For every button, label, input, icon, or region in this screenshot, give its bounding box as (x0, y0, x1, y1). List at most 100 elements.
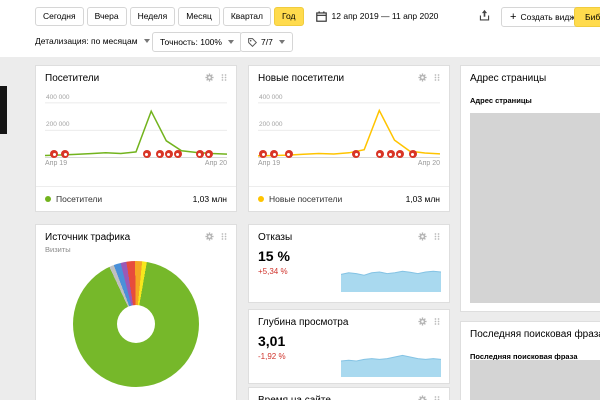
legend-row: Новые посетители 1,03 млн (249, 186, 449, 211)
x-axis-label-last: Апр 20 (417, 160, 440, 167)
metric-value: 3,01 (258, 333, 286, 349)
widget-new-visitors: Новые посетители 400 000 200 000 Апр 19 … (248, 65, 450, 212)
detail-dropdown-label: Детализация: по месяцам (35, 36, 138, 46)
gear-icon (205, 232, 214, 241)
legend-row: Посетители 1,03 млн (36, 186, 236, 211)
widget-header: Последняя поисковая фраза (461, 322, 600, 340)
comment-marker[interactable] (408, 150, 417, 158)
widget-settings-button[interactable] (205, 232, 214, 241)
widget-settings-button[interactable] (205, 73, 214, 82)
table-content-placeholder (470, 360, 600, 400)
widget-header: Адрес страницы (461, 66, 600, 84)
traffic-source-donut-chart[interactable] (73, 261, 199, 387)
tab-week[interactable]: Неделя (129, 7, 176, 26)
widget-settings-button[interactable] (418, 232, 427, 241)
drag-dots-icon (434, 318, 440, 325)
widget-subtitle: Визиты (45, 245, 71, 254)
tab-quarter[interactable]: Квартал (222, 7, 271, 26)
comment-marker[interactable] (386, 150, 395, 158)
comment-marker[interactable] (61, 150, 70, 158)
new-visitors-chart[interactable]: 400 000 200 000 (257, 94, 441, 158)
goals-dropdown[interactable]: 7/7 (240, 32, 293, 52)
widget-traffic-source: Источник трафика Визиты (35, 224, 237, 400)
left-edge-strip (0, 86, 7, 134)
x-axis-label-first: Апр 19 (45, 160, 68, 167)
x-axis: Апр 19 Апр 20 (258, 160, 440, 167)
comment-marker[interactable] (284, 150, 293, 158)
tab-month[interactable]: Месяц (178, 7, 220, 26)
widget-settings-button[interactable] (418, 73, 427, 82)
widget-drag-handle[interactable] (433, 317, 441, 326)
library-button[interactable]: Библ (574, 7, 600, 27)
tab-year[interactable]: Год (273, 7, 304, 26)
detail-dropdown[interactable]: Детализация: по месяцам (35, 36, 150, 46)
table-column-header: Последняя поисковая фраза (470, 352, 578, 361)
gear-icon (418, 232, 427, 241)
comment-marker[interactable] (164, 150, 173, 158)
widget-last-search-phrase: Последняя поисковая фраза Последняя поис… (460, 321, 600, 400)
comment-marker[interactable] (204, 150, 213, 158)
comment-marker[interactable] (50, 150, 59, 158)
widget-drag-handle[interactable] (220, 73, 228, 82)
widget-drag-handle[interactable] (220, 232, 228, 241)
gear-icon (418, 317, 427, 326)
comment-marker[interactable] (259, 150, 268, 158)
gear-icon (418, 73, 427, 82)
visitors-chart[interactable]: 400 000 200 000 (44, 94, 228, 158)
widget-time-on-site: Время на сайте (248, 387, 450, 400)
widget-page-depth: Глубина просмотра 3,01 -1,92 % (248, 309, 450, 384)
tab-yesterday[interactable]: Вчера (86, 7, 127, 26)
y-axis-tick: 400 000 (46, 94, 70, 101)
comment-marker[interactable] (352, 150, 361, 158)
comment-marker[interactable] (270, 150, 279, 158)
gear-icon (205, 73, 214, 82)
tab-today[interactable]: Сегодня (35, 7, 84, 26)
widget-header: Время на сайте (249, 388, 449, 400)
period-toolbar: Сегодня Вчера Неделя Месяц Квартал Год 1… (35, 7, 438, 26)
gear-icon (418, 395, 427, 400)
y-axis-tick: 200 000 (46, 121, 70, 128)
widget-title: Время на сайте (258, 395, 412, 400)
bounces-sparkline[interactable] (340, 244, 442, 292)
accuracy-dropdown-label: Точность: 100% (160, 37, 222, 47)
export-share-button[interactable] (478, 9, 491, 22)
metric-block: 15 % +5,34 % (258, 248, 290, 276)
widget-header: Источник трафика (36, 225, 236, 243)
widget-settings-button[interactable] (418, 395, 427, 400)
widget-header: Посетители (36, 66, 236, 84)
widget-drag-handle[interactable] (433, 395, 441, 400)
comment-marker[interactable] (195, 150, 204, 158)
widget-header: Глубина просмотра (249, 310, 449, 328)
y-axis-tick: 200 000 (259, 121, 283, 128)
widget-drag-handle[interactable] (433, 232, 441, 241)
tag-icon (248, 37, 257, 47)
drag-dots-icon (434, 233, 440, 240)
legend-dot (45, 196, 51, 202)
date-range-picker[interactable]: 12 апр 2019 — 11 апр 2020 (315, 11, 438, 22)
comment-marker[interactable] (155, 150, 164, 158)
chevron-down-icon (143, 39, 150, 43)
metric-block: 3,01 -1,92 % (258, 333, 286, 361)
drag-dots-icon (434, 74, 440, 81)
comment-marker[interactable] (173, 150, 182, 158)
comment-marker[interactable] (375, 150, 384, 158)
widget-title: Посетители (45, 73, 100, 84)
widget-title: Источник трафика (45, 232, 131, 243)
widget-title: Новые посетители (258, 73, 345, 84)
line-chart-canvas (44, 96, 228, 158)
widget-header: Отказы (249, 225, 449, 243)
create-widget-button[interactable]: + Создать виджет (501, 7, 593, 27)
metric-delta: +5,34 % (258, 267, 288, 276)
table-content-placeholder (470, 113, 600, 303)
drag-dots-icon (434, 396, 440, 400)
widget-drag-handle[interactable] (433, 73, 441, 82)
widget-settings-button[interactable] (418, 317, 427, 326)
x-axis-label-last: Апр 20 (204, 160, 227, 167)
page-depth-sparkline[interactable] (340, 329, 442, 377)
create-widget-label: Создать виджет (520, 11, 584, 22)
comment-marker[interactable] (142, 150, 151, 158)
accuracy-dropdown[interactable]: Точность: 100% (152, 32, 242, 52)
metric-value: 15 % (258, 248, 290, 264)
comment-marker[interactable] (395, 150, 404, 158)
